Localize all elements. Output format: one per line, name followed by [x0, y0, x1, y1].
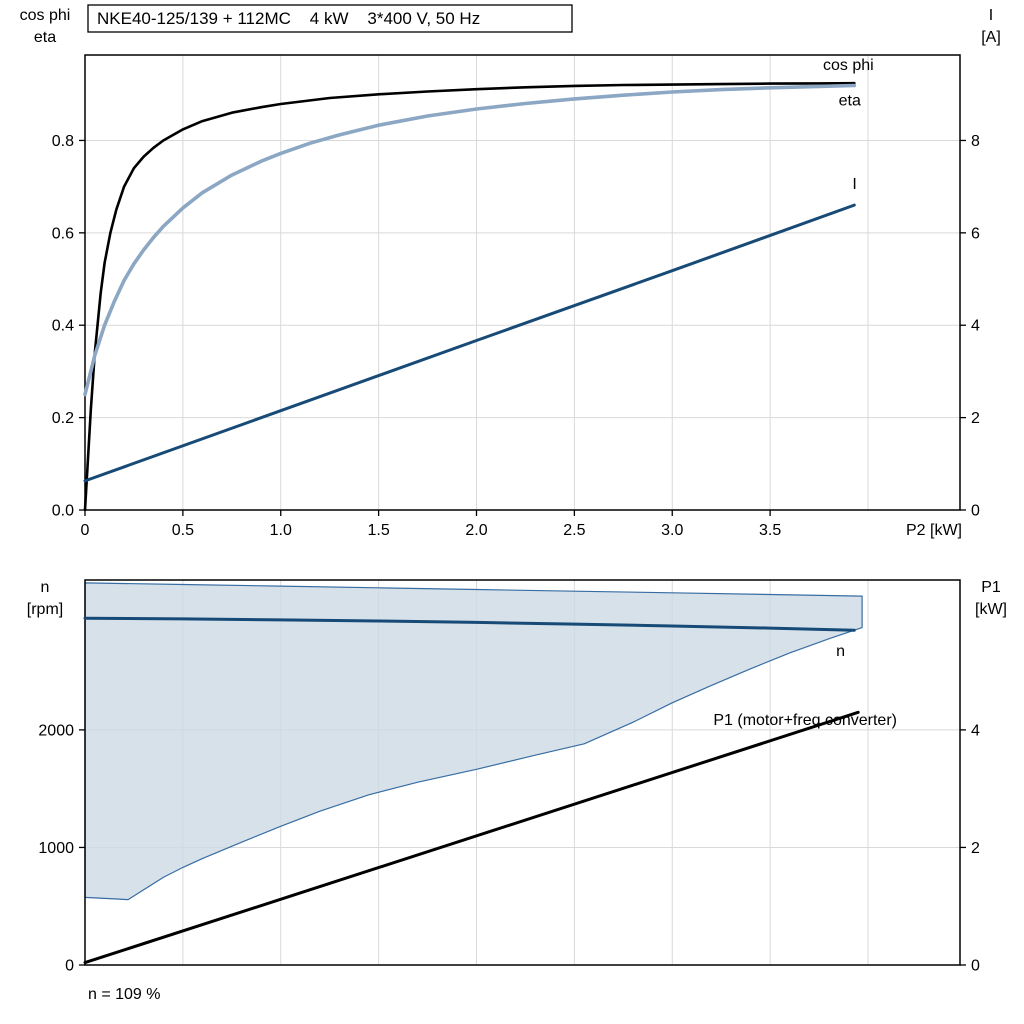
- p1-curve: [83, 710, 860, 965]
- panel-top: 0 0.5 1.0 1.5 2.0 2.5 3.0 3.5 P2 [kW] 0.0 0.2 0.4 0.…: [52, 54, 980, 539]
- axis-title-left-top-line1: cos phi: [20, 7, 71, 24]
- y-right-tick-label: 6: [971, 225, 980, 242]
- y-left-tick-label: 0.6: [52, 225, 74, 242]
- axis-title-left-top-line2: eta: [34, 29, 56, 46]
- x-tick-label: 3.0: [661, 522, 683, 539]
- series-label-p1-motor-freq-converter-: P1 (motor+freq.converter): [713, 712, 897, 729]
- axis-title-right-bottom-line1: P1: [981, 579, 1001, 596]
- cos-phi-curve: [83, 83, 857, 397]
- x-axis-label: P2 [kW]: [906, 522, 962, 539]
- x-tick-label: 0: [81, 522, 90, 539]
- axis-title-right-top-line2: [A]: [981, 29, 1001, 46]
- x-tick-label: 2.5: [563, 522, 585, 539]
- axis-title-right-bottom-line2: [kW]: [975, 601, 1007, 618]
- plot-frame: [84, 579, 961, 966]
- axis-title-left-bottom-line2: [rpm]: [27, 601, 63, 618]
- y-right-tick-label: 0: [971, 958, 980, 975]
- x-tick-label: 3.5: [759, 522, 781, 539]
- axis-ticks-and-labels: 0 0.5 1.0 1.5 2.0 2.5 3.0 3.5 P2 [kW] 0.0 0.2 0.4 0.…: [52, 133, 980, 539]
- axis-title-right-top-line1: I: [989, 7, 993, 24]
- x-tick-label: 2.0: [465, 522, 487, 539]
- y-right-tick-label: 2: [971, 840, 980, 857]
- y-left-tick-label: 0.8: [52, 133, 74, 150]
- axis-ticks-and-labels: 0 1000 2000 0 2 4: [38, 722, 980, 974]
- series-label-cos-phi: cos phi: [823, 57, 874, 74]
- y-right-tick-label: 4: [971, 722, 980, 739]
- y-right-tick-label: 2: [971, 410, 980, 427]
- x-tick-label: 1.0: [270, 522, 292, 539]
- current-curve: [83, 203, 856, 483]
- axis-title-left-bottom-line1: n: [41, 579, 50, 596]
- x-tick-label: 0.5: [172, 522, 194, 539]
- speed-curve: [83, 616, 856, 632]
- x-tick-label: 1.5: [367, 522, 389, 539]
- series-label-i: I: [852, 176, 856, 193]
- series-label-n: n: [836, 643, 845, 660]
- chart-title: NKE40-125/139 + 112MC 4 kW 3*400 V, 50 H…: [97, 9, 480, 28]
- y-right-tick-label: 4: [971, 318, 980, 335]
- y-left-tick-label: 0: [65, 958, 74, 975]
- y-left-tick-label: 1000: [38, 840, 74, 857]
- speed-note: n = 109 %: [88, 986, 161, 1003]
- grid-lines: [85, 55, 960, 510]
- y-left-tick-label: 0.2: [52, 410, 74, 427]
- y-right-tick-label: 0: [971, 503, 980, 520]
- series-label-eta: eta: [839, 92, 861, 109]
- title-box: [87, 4, 573, 33]
- y-left-tick-label: 0.0: [52, 503, 74, 520]
- y-right-tick-label: 8: [971, 133, 980, 150]
- panel-bottom: 0 1000 2000 0 2 4 n P1 (motor+freq.converter): [38, 579, 980, 975]
- eta-curve: [83, 81, 856, 512]
- chart-panels: 0 0.5 1.0 1.5 2.0 2.5 3.0 3.5 P2 [kW] 0.0 0.2 0.4 0.…: [38, 54, 980, 975]
- y-left-tick-label: 0.4: [52, 318, 74, 335]
- plot-frame: [84, 54, 961, 511]
- operating-region: [84, 582, 863, 901]
- y-left-tick-label: 2000: [38, 722, 74, 739]
